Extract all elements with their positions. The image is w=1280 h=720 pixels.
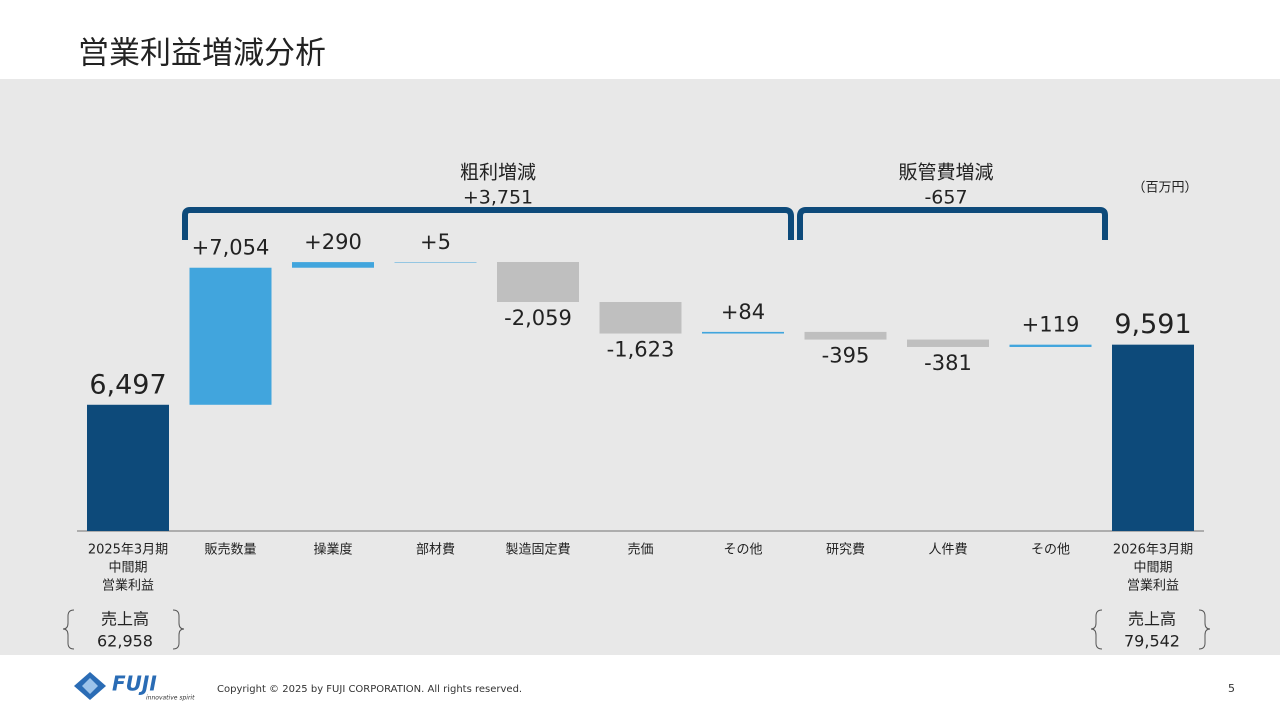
slide-title: 営業利益増減分析: [78, 36, 326, 72]
copyright: Copyright © 2025 by FUJI CORPORATION. Al…: [217, 684, 522, 695]
value-label: +5: [420, 230, 451, 254]
category-label: 人件費: [928, 543, 967, 558]
bar: [1112, 344, 1194, 531]
value-label: +7,054: [192, 236, 270, 260]
value-label: +290: [304, 230, 362, 254]
logo-tagline: innovative spirit: [146, 695, 195, 702]
group-total: -657: [924, 187, 967, 209]
value-label: -381: [924, 351, 972, 375]
bar: [497, 262, 579, 303]
category-label: 営業利益: [1127, 578, 1179, 594]
group-total: +3,751: [463, 187, 533, 209]
bar: [87, 404, 169, 531]
category-label: 2025年3月期: [88, 543, 168, 558]
bar: [189, 267, 272, 405]
value-label: 9,591: [1114, 309, 1191, 340]
category-label: その他: [1031, 543, 1070, 558]
bracket: [182, 207, 794, 240]
logo-mark: [82, 678, 98, 694]
category-label: 研究費: [826, 543, 865, 558]
category-label: 部材費: [416, 543, 455, 558]
paren: [172, 609, 185, 650]
sales-label: 売上高: [1128, 610, 1176, 629]
value-label: -395: [822, 344, 870, 368]
bar: [1009, 344, 1092, 347]
category-label: 操業度: [313, 542, 352, 558]
value-label: 6,497: [89, 369, 166, 400]
bar: [804, 331, 887, 340]
unit: （百万円）: [1132, 181, 1197, 196]
page-number: 5: [1228, 682, 1235, 695]
group-label: 粗利増減: [460, 162, 536, 184]
category-label: 2026年3月期: [1113, 543, 1193, 558]
category-label: 製造固定費: [505, 543, 570, 558]
category-label: 売価: [627, 542, 653, 558]
category-label: 営業利益: [102, 578, 154, 594]
sales-label: 売上高: [101, 610, 149, 629]
logo: FUJI innovative spirit: [74, 672, 195, 702]
paren: [1090, 609, 1103, 650]
category-label: 中間期: [108, 561, 147, 576]
logo-text: FUJI: [112, 672, 157, 696]
category-label: その他: [723, 543, 762, 558]
value-label: -1,623: [607, 338, 675, 362]
value-label: +119: [1022, 313, 1080, 337]
value-label: +84: [721, 300, 765, 324]
paren: [1198, 609, 1211, 650]
group-label: 販管費増減: [898, 162, 993, 184]
bar: [292, 262, 374, 268]
sales-value: 62,958: [97, 632, 153, 651]
category-label: 中間期: [1133, 561, 1172, 576]
category-label: 販売数量: [204, 542, 256, 558]
bracket: [797, 207, 1108, 240]
sales-value: 79,542: [1124, 632, 1180, 651]
bar: [394, 262, 477, 263]
bar: [599, 302, 682, 334]
bar: [702, 331, 784, 334]
bar: [907, 339, 989, 347]
value-label: -2,059: [504, 306, 572, 330]
paren: [62, 609, 75, 650]
